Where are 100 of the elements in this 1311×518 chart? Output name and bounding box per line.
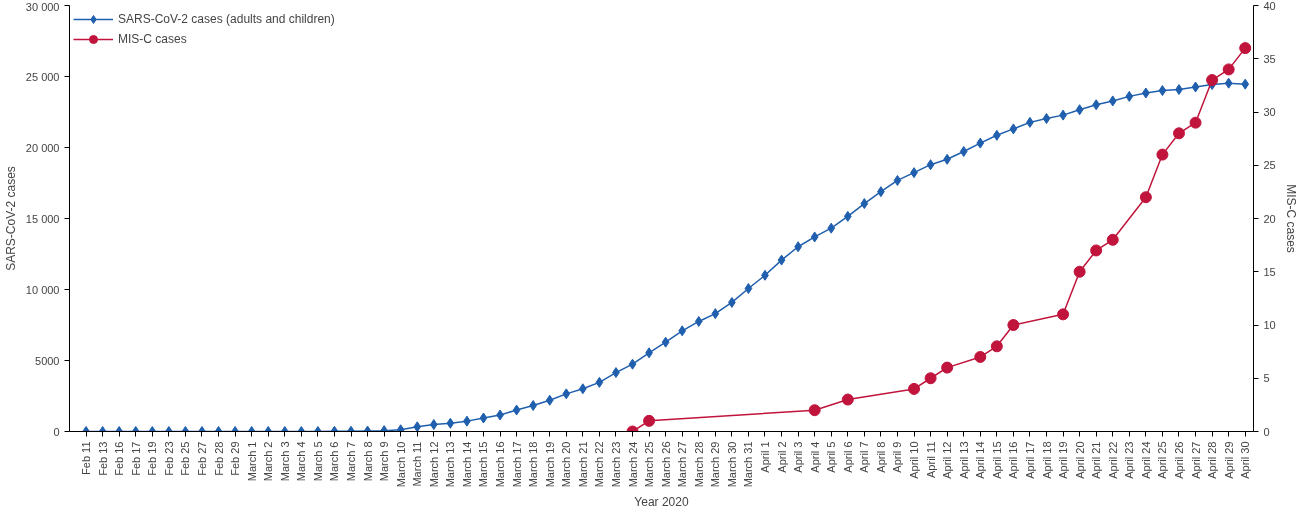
point: [990, 340, 1003, 353]
x-tick-label: March 27: [676, 441, 689, 488]
x-tick-label: April 13: [957, 441, 970, 479]
point: [1172, 127, 1185, 140]
point: [1239, 42, 1252, 55]
y2-axis-title: MIS-C cases: [1283, 184, 1298, 253]
x-tick-label: April 25: [1156, 441, 1169, 479]
x-tick-label: March 18: [527, 441, 540, 488]
x-tick-label: Feb 28: [212, 441, 225, 476]
x-tick-label: April 4: [808, 441, 821, 473]
point: [924, 372, 937, 385]
x-tick-label: April 29: [1222, 441, 1235, 479]
y2-tick-label: 30: [1263, 106, 1276, 118]
x-tick-label: March 28: [692, 441, 705, 488]
x-tick-label: Feb 25: [179, 441, 192, 476]
x-tick-label: March 2: [262, 441, 275, 482]
x-tick-label: March 12: [427, 441, 440, 488]
point: [941, 361, 954, 374]
y-tick-label: 20 000: [25, 141, 60, 154]
x-tick-label: Feb 29: [229, 441, 242, 476]
x-tick-label: March 5: [311, 441, 324, 482]
x-tick-label: April 22: [1106, 441, 1119, 479]
x-tick-label: Feb 13: [96, 441, 109, 476]
x-tick-label: March 13: [444, 441, 457, 488]
point: [841, 393, 854, 406]
x-tick-label: March 3: [278, 441, 291, 482]
y2-tick-label: 25: [1263, 159, 1276, 172]
point: [1007, 319, 1020, 331]
x-tick-label: April 14: [974, 441, 987, 479]
y2-tick-label: 35: [1263, 52, 1276, 65]
y-tick-label: 15 000: [25, 212, 60, 225]
x-tick-label: March 10: [394, 441, 407, 488]
x-tick-label: March 30: [725, 441, 738, 488]
x-tick-label: April 19: [1057, 441, 1070, 479]
x-tick-label: March 22: [593, 441, 606, 488]
point: [1057, 308, 1070, 321]
x-tick-label: April 5: [825, 441, 838, 473]
x-tick-label: April 7: [858, 441, 871, 473]
x-tick-label: March 16: [494, 441, 507, 488]
x-tick-label: Feb 27: [195, 441, 208, 476]
x-tick-label: March 25: [643, 441, 656, 488]
x-tick-label: April 6: [841, 441, 854, 473]
x-axis-title: Year 2020: [634, 495, 689, 510]
point: [1156, 148, 1169, 161]
y-tick-label: 30 000: [25, 0, 60, 13]
x-tick-label: March 14: [460, 441, 473, 488]
x-tick-label: March 24: [626, 441, 639, 488]
x-tick-label: April 17: [1023, 441, 1036, 479]
x-tick-label: March 17: [510, 441, 523, 488]
y-tick-label: 10 000: [25, 283, 60, 296]
x-tick-label: March 1: [245, 441, 258, 482]
point: [1106, 233, 1119, 246]
x-tick-label: March 15: [477, 441, 490, 488]
x-tick-label: March 9: [378, 441, 391, 482]
y2-tick-label: 10: [1263, 319, 1276, 331]
x-tick-label: Feb 23: [162, 441, 175, 476]
x-tick-label: April 16: [1007, 441, 1020, 479]
x-tick-label: March 11: [411, 441, 424, 487]
x-tick-label: April 30: [1239, 441, 1252, 479]
point: [974, 350, 987, 363]
x-tick-label: March 20: [560, 441, 573, 488]
x-tick-label: April 21: [1090, 441, 1103, 479]
point: [908, 382, 921, 395]
x-tick-label: March 23: [609, 441, 622, 488]
x-tick-label: Feb 17: [129, 441, 142, 476]
x-tick-label: March 6: [328, 441, 341, 482]
x-tick-label: March 8: [361, 441, 374, 482]
y-tick-label: 5000: [35, 354, 60, 367]
x-tick-label: April 24: [1139, 441, 1152, 479]
x-tick-label: April 20: [1073, 441, 1086, 479]
point: [1222, 63, 1235, 76]
x-tick-label: March 19: [543, 441, 556, 488]
x-tick-label: April 28: [1206, 441, 1219, 479]
y2-tick-label: 20: [1263, 212, 1276, 225]
x-tick-label: March 29: [709, 441, 722, 488]
x-tick-label: April 27: [1189, 441, 1202, 479]
legend-label: MIS-C cases: [118, 32, 187, 46]
x-tick-label: April 2: [775, 441, 788, 473]
point: [1189, 116, 1202, 129]
x-tick-label: April 9: [891, 441, 904, 473]
x-tick-label: March 7: [345, 441, 358, 482]
point: [808, 404, 821, 417]
x-tick-label: March 4: [295, 441, 308, 482]
y-axis-title: SARS-CoV-2 cases: [3, 166, 18, 271]
x-tick-label: April 15: [990, 441, 1003, 479]
point: [1139, 191, 1152, 204]
x-tick-label: April 23: [1123, 441, 1136, 479]
x-tick-label: Feb 11: [80, 441, 93, 475]
y-tick-label: 25 000: [25, 70, 60, 83]
x-tick-label: March 21: [576, 441, 589, 488]
x-tick-label: March 26: [659, 441, 672, 488]
y2-tick-label: 0: [1263, 425, 1270, 438]
x-tick-label: April 11: [924, 441, 937, 478]
x-tick-label: Feb 19: [146, 441, 159, 476]
x-tick-label: April 26: [1172, 441, 1185, 479]
x-tick-label: April 8: [874, 441, 887, 473]
y-tick-label: 0: [53, 425, 60, 438]
x-tick-label: April 3: [792, 441, 805, 473]
x-tick-label: April 18: [1040, 441, 1053, 479]
y2-tick-label: 40: [1263, 0, 1276, 12]
